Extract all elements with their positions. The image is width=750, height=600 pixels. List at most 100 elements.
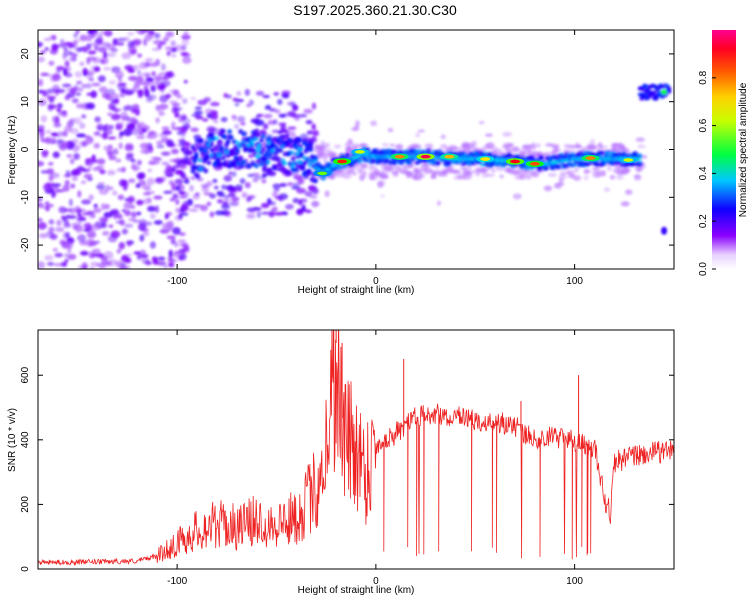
spectrogram-cell xyxy=(86,92,91,96)
spectrogram-cell xyxy=(258,161,264,167)
spectrogram-cell xyxy=(506,167,511,173)
spectrogram-cell xyxy=(39,223,45,230)
spectrogram-cell xyxy=(128,178,136,184)
colorbar-tick-label: 0.8 xyxy=(698,70,709,84)
spectrogram-cell xyxy=(69,158,75,165)
spectrogram-cell xyxy=(48,60,55,66)
spectrogram-cell xyxy=(360,163,368,170)
spectrogram-cell xyxy=(438,171,445,175)
spectrogram-cell xyxy=(105,260,113,265)
spectrogram-cell xyxy=(103,203,110,210)
spectrogram-cell xyxy=(478,120,485,125)
spectrogram-cell xyxy=(278,113,287,118)
colorbar-label: Normalized spectral amplitude xyxy=(738,82,749,217)
spectrogram-cell xyxy=(46,168,55,175)
spectrogram-cell xyxy=(136,211,142,216)
spectrogram-cell xyxy=(102,42,111,47)
spectrogram-cell xyxy=(258,137,264,143)
spectrogram-cell xyxy=(158,111,165,116)
spectrogram-cell xyxy=(83,222,92,230)
spectrogram-cell xyxy=(351,127,358,131)
spectrogram-cell xyxy=(314,144,319,151)
spectrogram-cell xyxy=(466,170,476,175)
spectrogram-cell xyxy=(170,238,177,245)
spectrogram-cell xyxy=(38,128,45,132)
spectrogram-cell xyxy=(221,184,227,190)
spectrogram-cell xyxy=(56,103,63,109)
spectrogram-hotspot-core xyxy=(354,150,365,154)
spectrogram-cell xyxy=(212,119,219,124)
spectrogram-cell xyxy=(239,178,246,184)
spectrogram-cell xyxy=(241,192,248,199)
spectrogram-cell xyxy=(609,174,616,180)
spectrogram-cell xyxy=(116,213,123,220)
spectrogram-cell xyxy=(119,131,124,137)
spectrogram-cell xyxy=(60,215,67,220)
spectrogram-cell xyxy=(77,208,87,212)
spectrogram-cell xyxy=(449,146,459,151)
spectrogram-cell xyxy=(152,259,159,265)
spectrogram-hotspot-core xyxy=(529,162,540,166)
spectrogram-cell xyxy=(137,223,147,231)
spectrogram-cell xyxy=(214,136,219,140)
spectrogram-cell xyxy=(296,187,306,194)
spectrogram-cell xyxy=(88,250,96,259)
spectrogram-cell xyxy=(139,62,149,70)
spectrogram-cell xyxy=(163,190,174,194)
spectrogram-cell xyxy=(636,168,641,173)
spectrogram-cell xyxy=(151,47,162,52)
snr-xtick-label: -100 xyxy=(167,576,187,587)
spectrogram-cell xyxy=(82,212,92,216)
spectrogram-cell xyxy=(615,170,623,175)
spectrogram-cell xyxy=(305,209,312,213)
spectrogram-cell xyxy=(83,173,93,179)
spectrogram-cell xyxy=(613,142,619,147)
spectrogram-cell xyxy=(89,42,99,47)
spectrogram-cell xyxy=(52,247,59,252)
spectrogram-cell xyxy=(370,120,378,126)
spectrogram-cell xyxy=(201,186,209,193)
spectrogram-cell xyxy=(93,66,101,72)
spectrogram-cell xyxy=(45,129,52,134)
spectrogram-hotspot-core xyxy=(623,158,634,162)
spectrogram-xtick-label: 0 xyxy=(373,276,379,287)
colorbar: 0.0 0.2 0.4 0.6 0.8 Normalized spectral ampl… xyxy=(698,30,749,276)
spectrogram-cell xyxy=(120,111,128,120)
spectrogram-cell xyxy=(122,36,130,42)
spectrogram-cell xyxy=(41,153,48,158)
spectrogram-cell xyxy=(661,89,668,95)
spectrogram-cell xyxy=(192,147,198,153)
spectrogram-cell xyxy=(311,102,317,110)
spectrogram-cell xyxy=(254,128,260,134)
spectrogram-cell xyxy=(53,123,62,127)
spectrogram-cell xyxy=(548,157,554,162)
spectrogram-cell xyxy=(116,248,122,254)
colorbar-tick-label: 0.2 xyxy=(698,214,709,228)
spectrogram-cell xyxy=(154,205,160,213)
spectrogram-cell xyxy=(481,171,489,178)
spectrogram-cell xyxy=(78,265,84,269)
spectrogram-cell xyxy=(77,213,83,218)
spectrogram-cell xyxy=(104,30,113,37)
spectrogram-cell xyxy=(61,130,68,137)
spectrogram-cell xyxy=(510,147,521,153)
spectrogram-cell xyxy=(547,172,557,178)
spectrogram-cell xyxy=(287,126,297,130)
spectrogram-cell xyxy=(167,255,174,262)
spectrogram-cell xyxy=(216,199,224,204)
spectrogram-cell xyxy=(87,69,95,76)
spectrogram-cell xyxy=(98,46,107,53)
spectrogram-cell xyxy=(112,148,119,155)
spectrogram-cell xyxy=(90,211,96,217)
spectrogram-hotspot-core xyxy=(444,154,455,159)
spectrogram-cell xyxy=(74,70,83,78)
spectrogram-cell xyxy=(64,60,70,68)
spectrogram-cell xyxy=(69,87,77,95)
spectrogram-cell xyxy=(164,46,174,50)
spectrogram-hotspots xyxy=(313,148,638,177)
spectrogram-cell xyxy=(122,265,131,269)
spectrogram-cell xyxy=(159,103,169,110)
spectrogram-cell xyxy=(277,147,283,153)
spectrogram-cell xyxy=(160,176,167,180)
spectrogram-cell xyxy=(103,211,113,219)
